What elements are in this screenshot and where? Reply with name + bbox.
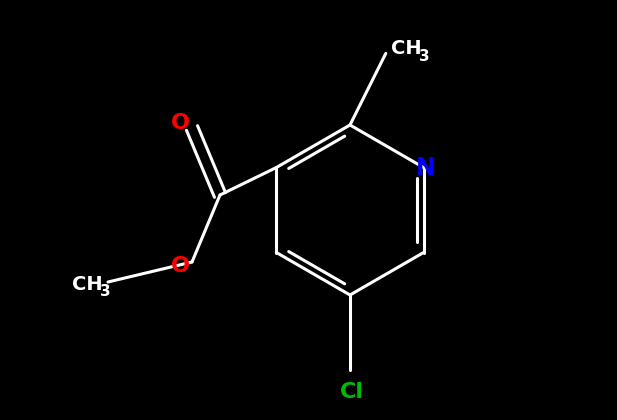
Text: 3: 3	[419, 49, 429, 64]
Text: N: N	[416, 155, 436, 179]
Text: CH: CH	[72, 275, 103, 294]
Text: 3: 3	[101, 284, 111, 299]
Text: CH: CH	[391, 39, 421, 58]
Text: O: O	[170, 256, 189, 276]
Text: O: O	[170, 113, 189, 133]
Text: Cl: Cl	[340, 382, 364, 402]
